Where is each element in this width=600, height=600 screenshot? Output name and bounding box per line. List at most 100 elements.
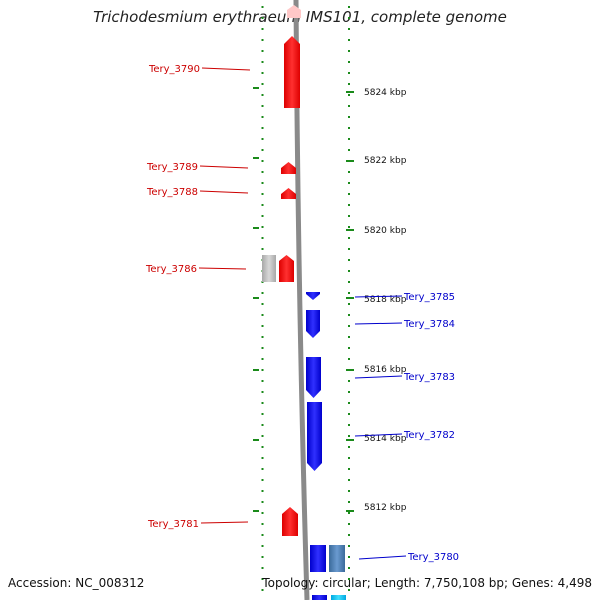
major-tick-outer bbox=[346, 229, 354, 231]
tick-dot-inner bbox=[261, 61, 264, 63]
tick-dot-outer bbox=[348, 182, 350, 184]
tick-dot-outer bbox=[348, 358, 350, 360]
tick-dot-inner bbox=[261, 380, 264, 382]
tick-dot-inner bbox=[261, 435, 264, 437]
tick-dot-outer bbox=[348, 545, 350, 547]
gene-leader-line bbox=[201, 67, 251, 71]
tick-dot-outer bbox=[348, 50, 350, 52]
gene-label-forward: Tery_3786 bbox=[145, 264, 197, 275]
tick-dot-inner bbox=[261, 391, 264, 393]
tick-dot-outer bbox=[348, 94, 350, 96]
major-tick-outer bbox=[346, 510, 354, 512]
tick-dot-inner bbox=[261, 215, 264, 217]
tick-dot-outer bbox=[348, 446, 350, 448]
tick-dot-inner bbox=[261, 369, 264, 371]
gene-block-grey bbox=[262, 255, 276, 282]
tick-dot-inner bbox=[261, 204, 264, 206]
tick-dot-outer bbox=[348, 578, 350, 580]
gene-label-reverse: Tery_3784 bbox=[403, 319, 455, 330]
gene-label-forward: Tery_3790 bbox=[148, 64, 200, 75]
tick-dot-inner bbox=[261, 83, 264, 85]
tick-dot-outer bbox=[348, 490, 350, 492]
major-tick-inner bbox=[253, 227, 259, 229]
tick-dot-inner bbox=[261, 413, 264, 415]
tick-dot-outer bbox=[348, 501, 350, 503]
tick-dot-outer bbox=[348, 17, 350, 19]
tick-dot-inner bbox=[261, 523, 264, 525]
gene-label-forward: Tery_3781 bbox=[147, 519, 199, 530]
tick-dot-outer bbox=[348, 479, 350, 481]
tick-dot-inner bbox=[261, 325, 264, 327]
gene-leader-line bbox=[354, 433, 403, 437]
topology-label: Topology: circular; Length: 7,750,108 bp… bbox=[262, 576, 592, 590]
tick-dot-outer bbox=[348, 567, 350, 569]
tick-dot-outer bbox=[348, 457, 350, 459]
gene-arrow-forward bbox=[282, 507, 298, 536]
tick-dot-outer bbox=[348, 424, 350, 426]
tick-dot-outer bbox=[348, 83, 350, 85]
gene-arrow-forward bbox=[281, 162, 296, 174]
gene-label-forward: Tery_3788 bbox=[146, 187, 198, 198]
gene-block-partial-cyan bbox=[331, 595, 346, 600]
kbp-scale-label: 5814 kbp bbox=[364, 434, 407, 444]
major-tick-inner bbox=[253, 369, 259, 371]
tick-dot-outer bbox=[348, 292, 350, 294]
tick-dot-inner bbox=[261, 138, 264, 140]
tick-dot-inner bbox=[261, 567, 264, 569]
major-tick-inner bbox=[253, 87, 259, 89]
gene-leader-line bbox=[354, 322, 403, 325]
tick-dot-inner bbox=[261, 6, 264, 8]
tick-dot-inner bbox=[261, 336, 264, 338]
tick-dot-inner bbox=[261, 303, 264, 305]
tick-dot-outer bbox=[348, 248, 350, 250]
tick-dot-inner bbox=[261, 28, 264, 30]
tick-dot-inner bbox=[261, 501, 264, 503]
tick-dot-inner bbox=[261, 446, 264, 448]
tick-dot-outer bbox=[348, 138, 350, 140]
tick-dot-inner bbox=[261, 457, 264, 459]
tick-dot-inner bbox=[261, 149, 264, 151]
tick-dot-inner bbox=[261, 490, 264, 492]
major-tick-inner bbox=[253, 510, 259, 512]
tick-dot-inner bbox=[261, 226, 264, 228]
tick-dot-inner bbox=[261, 402, 264, 404]
tick-dot-inner bbox=[261, 347, 264, 349]
major-tick-outer bbox=[346, 160, 354, 162]
tick-dot-outer bbox=[348, 215, 350, 217]
tick-dot-outer bbox=[348, 468, 350, 470]
gene-leader-line bbox=[200, 521, 249, 524]
tick-dot-inner bbox=[261, 468, 264, 470]
gene-leader-line bbox=[198, 267, 247, 270]
major-tick-inner bbox=[253, 297, 259, 299]
tick-dot-inner bbox=[261, 534, 264, 536]
gene-block-steelblue bbox=[329, 545, 345, 572]
gene-label-reverse: Tery_3785 bbox=[403, 292, 455, 303]
kbp-scale-label: 5818 kbp bbox=[364, 295, 407, 305]
tick-dot-outer bbox=[348, 534, 350, 536]
gene-leader-line bbox=[358, 555, 407, 560]
major-tick-outer bbox=[346, 297, 354, 299]
tick-dot-outer bbox=[348, 523, 350, 525]
gene-arrow-forward bbox=[281, 188, 296, 199]
tick-dot-inner bbox=[261, 193, 264, 195]
tick-dot-inner bbox=[261, 556, 264, 558]
tick-dot-outer bbox=[348, 325, 350, 327]
tick-dot-outer bbox=[348, 589, 350, 591]
tick-dot-outer bbox=[348, 171, 350, 173]
tick-dot-outer bbox=[348, 226, 350, 228]
gene-leader-line bbox=[354, 375, 403, 379]
gene-arrow-reverse bbox=[306, 357, 321, 398]
tick-dot-outer bbox=[348, 402, 350, 404]
tick-dot-outer bbox=[348, 6, 350, 8]
gene-label-forward: Tery_3789 bbox=[146, 162, 198, 173]
tick-dot-outer bbox=[348, 39, 350, 41]
tick-dot-inner bbox=[261, 512, 264, 514]
tick-dot-outer bbox=[348, 380, 350, 382]
tick-dot-outer bbox=[348, 347, 350, 349]
gene-block-partial bbox=[312, 595, 327, 600]
tick-dot-inner bbox=[261, 116, 264, 118]
gene-arrow-reverse bbox=[306, 310, 320, 338]
gene-arrow-reverse bbox=[307, 402, 322, 471]
tick-dot-outer bbox=[348, 413, 350, 415]
